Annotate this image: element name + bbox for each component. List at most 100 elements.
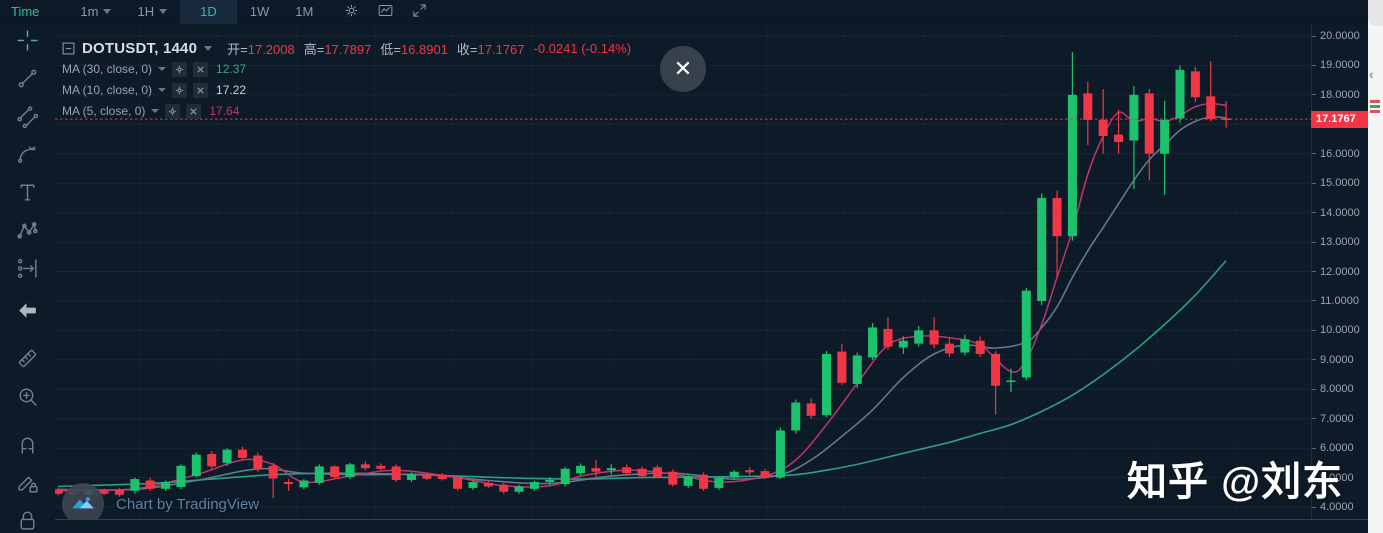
tick-mark: [1312, 447, 1316, 449]
ohlc-item: 收=17.1767: [457, 39, 525, 58]
ohlc-label: 开=: [227, 41, 248, 57]
tick-label: 15.0000: [1320, 177, 1360, 190]
candle-body: [791, 402, 801, 431]
indicator-remove-button[interactable]: [193, 82, 209, 98]
candle-body: [53, 489, 63, 494]
tool-text-tool[interactable]: [9, 176, 47, 214]
candle-body: [514, 486, 524, 492]
tool-lock[interactable]: [9, 504, 47, 533]
ruler-icon: [15, 346, 40, 376]
indicator-rows: MA (30, close, 0) 12.37 MA (10, close, 0) 1…: [62, 59, 631, 121]
tool-ruler[interactable]: [9, 342, 47, 380]
chart-legend: DOTUSDT, 1440 开=17.2008 高=17.7897 低=16.890…: [62, 38, 631, 121]
candle-body: [699, 474, 709, 489]
tick-label: 14.0000: [1320, 206, 1360, 219]
chevron-down-icon: [158, 88, 167, 92]
fullscreen-expand-button[interactable]: [408, 1, 430, 23]
candle-body: [1021, 290, 1031, 378]
tool-trend-line[interactable]: [9, 62, 47, 100]
candle-body: [991, 353, 1001, 386]
interval-1m[interactable]: 1m: [67, 0, 124, 24]
ohlc-value: 17.7897: [324, 41, 372, 57]
tick-mark: [1312, 212, 1316, 214]
candle-body: [944, 343, 954, 354]
candle-body: [1037, 197, 1047, 301]
tool-xabcd-pattern[interactable]: [9, 214, 47, 252]
candle-body: [668, 471, 678, 485]
tool-edit-lock[interactable]: [9, 466, 47, 504]
candle-body: [253, 455, 263, 470]
symbol-title[interactable]: DOTUSDT, 1440: [82, 39, 198, 57]
candle-body: [529, 482, 539, 489]
drawing-toolbar: [0, 24, 55, 533]
indicator-name[interactable]: MA (10, close, 0): [62, 83, 153, 97]
candle-body: [145, 480, 155, 489]
ma-lines-layer: [57, 102, 1227, 492]
tradingview-watermark[interactable]: Chart by TradingView: [62, 483, 259, 525]
candle-body: [560, 468, 570, 485]
settings-gear-button[interactable]: [340, 1, 362, 23]
ma-line: [57, 102, 1227, 492]
tick-mark: [1312, 271, 1316, 273]
candle-body: [391, 466, 401, 480]
price-axis[interactable]: 20.000019.000018.000017.000016.000015.00…: [1311, 24, 1368, 519]
time-menu[interactable]: Time: [11, 4, 40, 19]
tick-mark: [1312, 94, 1316, 96]
interval-buttons: 1m 1H 1D 1W 1M: [67, 0, 326, 24]
indicator-settings-button[interactable]: [172, 82, 188, 98]
candle-body: [760, 471, 770, 478]
tool-back-arrow[interactable]: [9, 294, 47, 332]
settings-gear-icon: [343, 2, 360, 22]
tradingview-logo-icon[interactable]: [62, 483, 104, 525]
symbol-caret-icon[interactable]: [204, 45, 213, 51]
tool-magnet[interactable]: [9, 428, 47, 466]
collapse-chevron-icon[interactable]: ‹: [1369, 66, 1374, 82]
candle-body: [483, 482, 493, 487]
candle-body: [468, 482, 478, 488]
tool-zoom-in[interactable]: [9, 380, 47, 418]
ma-line: [57, 116, 1227, 491]
indicator-value: 12.37: [216, 62, 247, 76]
candle-body: [1006, 380, 1016, 383]
interval-1D[interactable]: 1D: [180, 0, 237, 24]
chart-style-icon[interactable]: [62, 42, 75, 55]
candle-body: [1083, 93, 1093, 120]
indicator-remove-button[interactable]: [186, 103, 202, 119]
time-axis[interactable]: [0, 519, 1368, 533]
tick-mark: [1312, 477, 1316, 479]
indicator-value: 17.64: [209, 104, 240, 118]
ohlc-value: 17.2008: [247, 41, 295, 57]
tick-label: 16.0000: [1320, 147, 1360, 160]
interval-1W[interactable]: 1W: [237, 0, 283, 24]
chevron-down-icon: [151, 109, 160, 113]
close-button[interactable]: ✕: [660, 46, 706, 92]
interval-1H[interactable]: 1H: [124, 0, 180, 24]
tick-label: 5.0000: [1320, 471, 1354, 484]
candle-body: [345, 464, 355, 478]
candle-body: [99, 490, 109, 494]
tool-crosshair[interactable]: [9, 24, 47, 62]
indicator-remove-button[interactable]: [193, 61, 209, 77]
candle-body: [222, 449, 232, 463]
candle-body: [637, 468, 647, 477]
ohlc-value: 16.8901: [400, 41, 448, 57]
interval-1M[interactable]: 1M: [282, 0, 326, 24]
indicator-name[interactable]: MA (30, close, 0): [62, 62, 153, 76]
lock-icon: [15, 508, 40, 533]
fullscreen-expand-icon: [411, 2, 428, 22]
candle-body: [1160, 119, 1170, 154]
tool-forecast[interactable]: [9, 252, 47, 290]
magnet-icon: [15, 432, 40, 462]
indicator-settings-button[interactable]: [165, 103, 181, 119]
tool-brush[interactable]: [9, 138, 47, 176]
trend-line-icon: [15, 66, 40, 96]
interval-label: 1H: [137, 4, 155, 19]
tool-parallel-channel[interactable]: [9, 100, 47, 138]
tick-mark: [1312, 506, 1316, 508]
indicators-chart-button[interactable]: [374, 1, 396, 23]
indicator-settings-button[interactable]: [172, 61, 188, 77]
symbol-row: DOTUSDT, 1440 开=17.2008 高=17.7897 低=16.890…: [62, 38, 631, 58]
candle-body: [883, 328, 893, 347]
indicator-name[interactable]: MA (5, close, 0): [62, 104, 146, 118]
